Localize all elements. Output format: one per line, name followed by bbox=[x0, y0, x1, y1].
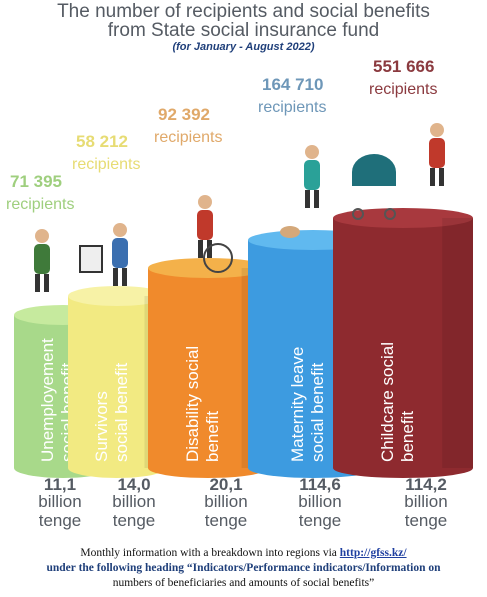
mother-with-stroller-icon-head bbox=[430, 123, 444, 137]
recipients-count-4: 164 710 bbox=[262, 75, 323, 94]
amount-unit-2-4: tenge bbox=[299, 511, 342, 530]
footer-note: Monthly information with a breakdown int… bbox=[0, 546, 487, 591]
worker-figure-icon-leg-right bbox=[44, 274, 49, 292]
amount-unit-2-5: tenge bbox=[405, 511, 448, 530]
recipients-word-2: recipients bbox=[72, 156, 140, 173]
worker-figure-icon-head bbox=[35, 229, 49, 243]
footer-line-3: numbers of beneficiaries and amounts of … bbox=[112, 577, 375, 589]
mother-with-stroller-icon-leg-right bbox=[439, 168, 444, 186]
recipients-word-4: recipients bbox=[258, 99, 326, 116]
bar-label-3-line-1: Disability social bbox=[183, 346, 202, 462]
dog-icon bbox=[280, 226, 300, 238]
recipients-count-5: 551 666 bbox=[373, 57, 434, 76]
bar-3 bbox=[148, 268, 268, 478]
amount-unit-1-2: billion bbox=[112, 492, 155, 511]
bar-label-2-line-2: social benefit bbox=[112, 362, 131, 462]
amount-value-5: 114,2 bbox=[405, 475, 447, 494]
stroller-wheel-right-icon bbox=[384, 208, 396, 220]
recipients-count-2: 58 212 bbox=[76, 132, 128, 151]
footer-line-1-text: Monthly information with a breakdown int… bbox=[80, 547, 337, 559]
mother-with-stroller-icon-leg-left bbox=[430, 168, 435, 186]
page-title: The number of recipients and social bene… bbox=[0, 2, 487, 40]
amount-value-3: 20,1 bbox=[209, 475, 242, 494]
sitting-person-icon-leg-left bbox=[113, 268, 118, 286]
sitting-person-icon-head bbox=[113, 223, 127, 237]
bar-label-3-line-2: benefit bbox=[203, 411, 222, 462]
page-subtitle: (for January - August 2022) bbox=[172, 41, 315, 53]
wheelchair-user-icon-head bbox=[198, 195, 212, 209]
bar-shade-5 bbox=[442, 218, 473, 468]
amount-unit-1-5: billion bbox=[404, 492, 447, 511]
amount-unit-1-4: billion bbox=[298, 492, 341, 511]
amount-unit-1-1: billion bbox=[38, 492, 81, 511]
amount-unit-2-1: tenge bbox=[39, 511, 82, 530]
pregnant-woman-icon-head bbox=[305, 145, 319, 159]
bar-top-2 bbox=[68, 286, 166, 306]
bar-label-4-line-1: Maternity leave bbox=[288, 347, 307, 462]
stroller-icon bbox=[352, 154, 396, 186]
worker-figure-icon bbox=[34, 244, 50, 274]
amount-unit-1-3: billion bbox=[204, 492, 247, 511]
bar-top-5 bbox=[333, 208, 473, 228]
footer-line-2: under the following heading “Indicators/… bbox=[46, 562, 441, 574]
bar-label-2-line-1: Survivors bbox=[92, 391, 111, 462]
worker-figure-icon-leg-left bbox=[35, 274, 40, 292]
mother-with-stroller-icon bbox=[429, 138, 445, 168]
sitting-person-icon bbox=[112, 238, 128, 268]
title-line-2: from State social insurance fund bbox=[107, 20, 380, 41]
amount-unit-2-2: tenge bbox=[113, 511, 156, 530]
amount-value-2: 14,0 bbox=[117, 475, 150, 494]
amount-unit-2-3: tenge bbox=[205, 511, 248, 530]
pregnant-woman-icon bbox=[304, 160, 320, 190]
recipients-word-1: recipients bbox=[6, 196, 74, 213]
wheelchair-user-icon bbox=[197, 210, 213, 240]
wheelchair-user-icon-leg-left bbox=[198, 240, 203, 258]
bar-5 bbox=[333, 218, 473, 478]
wheelchair-user-icon-leg-right bbox=[207, 240, 212, 258]
title-line-1: The number of recipients and social bene… bbox=[57, 1, 430, 22]
pregnant-woman-icon-leg-right bbox=[314, 190, 319, 208]
pregnant-woman-icon-leg-left bbox=[305, 190, 310, 208]
bar-label-4-line-2: social benefit bbox=[308, 362, 327, 462]
picture-frame-icon bbox=[79, 245, 103, 273]
sitting-person-icon-leg-right bbox=[122, 268, 127, 286]
bar-label-5-line-1: Childcare social bbox=[378, 342, 397, 462]
recipients-word-5: recipients bbox=[369, 81, 437, 98]
gfss-link[interactable]: http://gfss.kz/ bbox=[339, 547, 407, 559]
bar-label-5-line-2: benefit bbox=[398, 411, 417, 462]
amount-value-1: 11,1 bbox=[44, 475, 76, 494]
amount-value-4: 114,6 bbox=[299, 475, 341, 494]
bar-2 bbox=[68, 296, 166, 478]
recipients-count-3: 92 392 bbox=[158, 105, 210, 124]
recipients-word-3: recipients bbox=[154, 129, 222, 146]
wheelchair-wheel-icon bbox=[203, 243, 233, 273]
stroller-wheel-left-icon bbox=[352, 208, 364, 220]
bar-label-1-line-1: Unemployement bbox=[38, 338, 57, 462]
recipients-count-1: 71 395 bbox=[10, 172, 62, 191]
